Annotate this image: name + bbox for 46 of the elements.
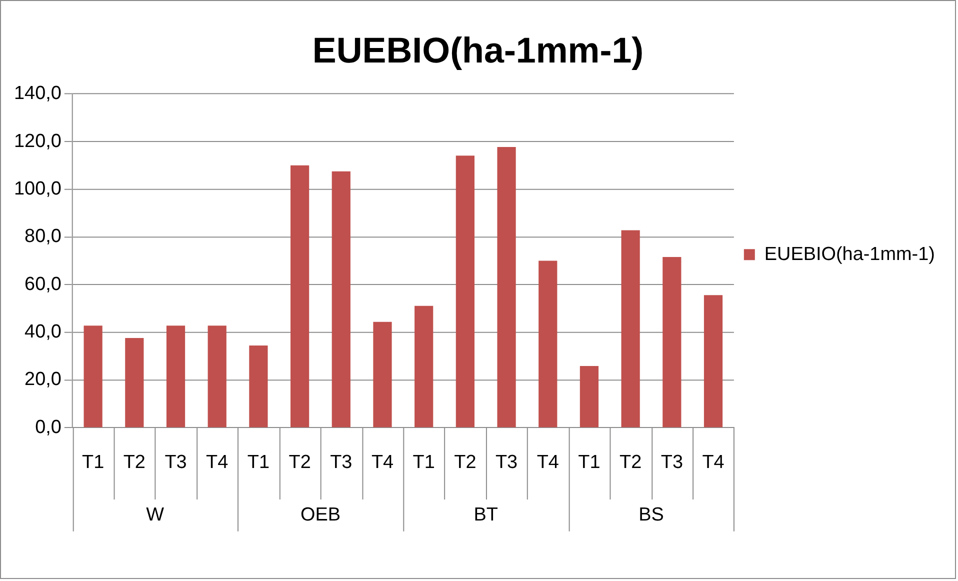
y-tick-label: 100,0 (14, 178, 62, 200)
x-tick-label: T4 (206, 452, 228, 474)
y-tick-label: 20,0 (24, 369, 62, 390)
x-tick-label: T1 (578, 452, 600, 474)
x-tick-label: T3 (164, 452, 187, 474)
bar (290, 165, 310, 428)
bar (662, 256, 682, 428)
x-tick-label: T2 (454, 452, 476, 474)
bar (704, 295, 723, 428)
x-tick-label: T2 (123, 452, 146, 474)
y-tick-label: 0,0 (35, 416, 62, 438)
text: W (146, 504, 164, 526)
bar (84, 326, 102, 428)
text: OEB (300, 504, 340, 526)
x-tick-label: T3 (330, 452, 352, 474)
y-tick-label: 80,0 (24, 226, 62, 248)
text: BT (474, 504, 498, 526)
bar (456, 156, 474, 428)
bar (373, 322, 392, 428)
x-tick-label: T4 (536, 452, 559, 474)
y-tick-label: 140,0 (14, 83, 62, 104)
y-tick-label: 40,0 (24, 322, 62, 343)
chart-title: EUEBIO(ha-1mm-1) (312, 30, 644, 70)
text: BS (638, 504, 664, 526)
bar (621, 230, 640, 428)
x-tick-label: T4 (371, 452, 394, 474)
bar (538, 260, 558, 428)
bar (249, 345, 268, 428)
bar (414, 306, 434, 428)
x-tick-label: T2 (288, 452, 311, 474)
x-tick-label: T3 (495, 452, 518, 474)
y-tick-label: 120,0 (14, 130, 62, 152)
legend-label: EUEBIO(ha-1mm-1) (764, 244, 935, 265)
bar (208, 326, 226, 428)
x-tick-label: T3 (660, 452, 683, 474)
bar (332, 171, 350, 428)
bar (497, 147, 516, 428)
x-tick-label: T1 (412, 452, 435, 474)
bar (166, 326, 186, 428)
bar (580, 366, 599, 428)
x-tick-label: T2 (620, 452, 642, 474)
x-tick-label: T1 (82, 452, 104, 474)
x-tick-label: T1 (247, 452, 270, 474)
x-tick-label: T4 (702, 452, 724, 474)
bar (125, 338, 144, 428)
y-tick-label: 60,0 (24, 274, 62, 295)
